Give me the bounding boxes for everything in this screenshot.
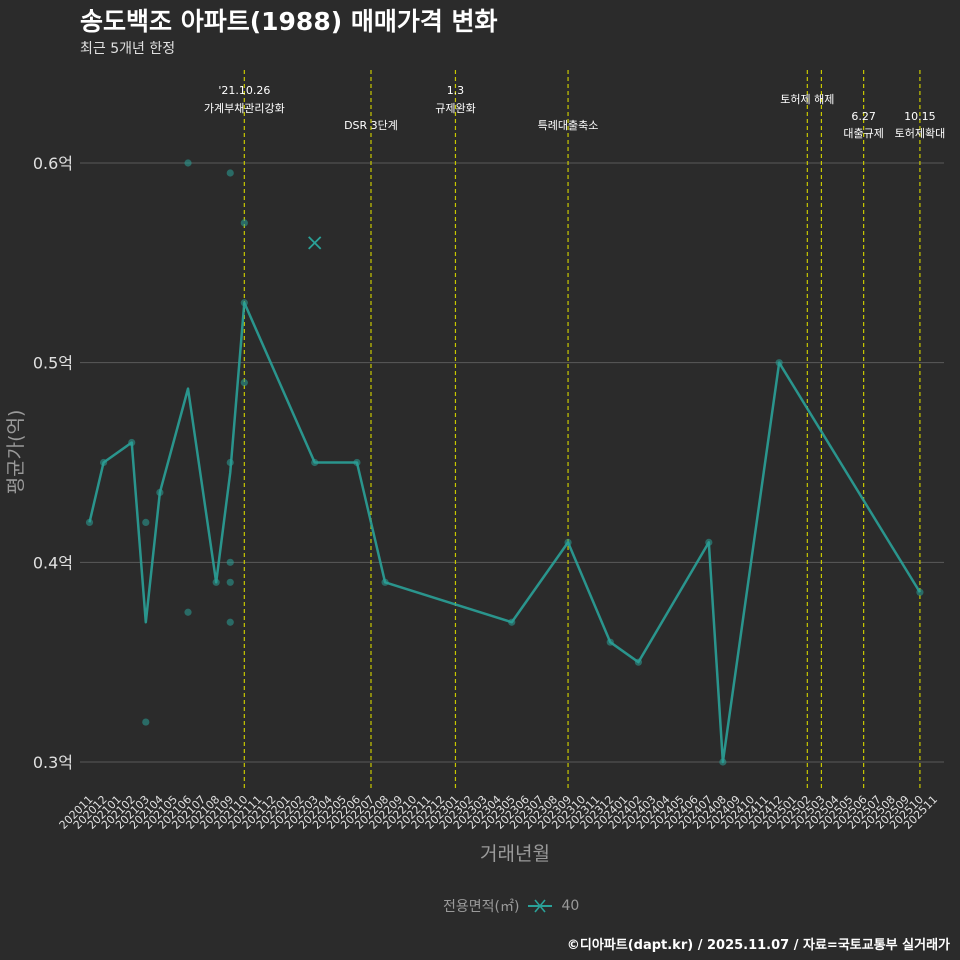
data-point — [226, 558, 234, 566]
data-point — [212, 578, 220, 586]
y-axis-title: 평균가(억) — [5, 410, 27, 495]
legend-title: 전용면적(㎡) — [443, 899, 520, 915]
y-tick-label: 0.6억 — [33, 154, 73, 173]
data-point — [564, 538, 572, 546]
event-date-label: 6.27 — [851, 110, 876, 123]
data-point — [156, 488, 164, 497]
data-point — [226, 618, 234, 626]
y-tick-label: 0.5억 — [33, 354, 73, 373]
highlight-marker — [308, 236, 322, 250]
data-point — [381, 578, 389, 586]
event-label: 대출규제 — [843, 127, 883, 140]
event-date-label: 10.15 — [904, 110, 936, 123]
source-caption: ©디아파트(dapt.kr) / 2025.11.07 / 자료=국토교통부 실… — [566, 938, 950, 953]
data-point — [184, 608, 192, 616]
data-point — [240, 379, 248, 387]
data-point — [128, 438, 136, 447]
data-point — [508, 618, 516, 626]
event-label: 규제완화 — [435, 102, 475, 115]
data-point — [240, 299, 248, 307]
data-point — [353, 458, 361, 467]
event-date-label: '21.10.26 — [218, 84, 270, 97]
event-label: DSR 3단계 — [344, 119, 398, 132]
y-tick-label: 0.4억 — [33, 553, 73, 572]
data-point — [226, 169, 234, 177]
data-point — [142, 518, 150, 527]
x-axis-title: 거래년월 — [480, 843, 550, 865]
data-point — [775, 359, 783, 367]
event-label: 토허제 해제 — [780, 92, 834, 106]
event-label: 토허제확대 — [895, 127, 946, 140]
legend-key-icon — [528, 899, 553, 913]
event-label: 가계부채관리강화 — [204, 102, 285, 115]
chart-title: 송도백조 아파트(1988) 매매가격 변화 — [80, 7, 498, 36]
data-point — [719, 758, 727, 766]
y-tick-label: 0.3억 — [33, 753, 73, 772]
event-label: 특례대출축소 — [538, 119, 599, 132]
data-point — [705, 538, 713, 546]
data-point — [85, 518, 94, 527]
data-point — [99, 458, 108, 467]
data-point — [184, 159, 192, 167]
data-point — [634, 658, 643, 666]
data-point — [916, 588, 924, 596]
data-point — [226, 458, 234, 467]
legend-entry-40: 40 — [561, 898, 580, 914]
legend: 전용면적(㎡) 40 — [443, 896, 579, 916]
data-point — [226, 578, 234, 586]
series-line-40 — [88, 301, 921, 764]
chart-subtitle: 최근 5개년 한정 — [80, 41, 176, 57]
data-point — [142, 718, 150, 726]
data-point — [606, 638, 614, 646]
event-date-label: 1.3 — [447, 84, 465, 97]
data-point — [311, 458, 319, 467]
data-point — [240, 219, 248, 227]
